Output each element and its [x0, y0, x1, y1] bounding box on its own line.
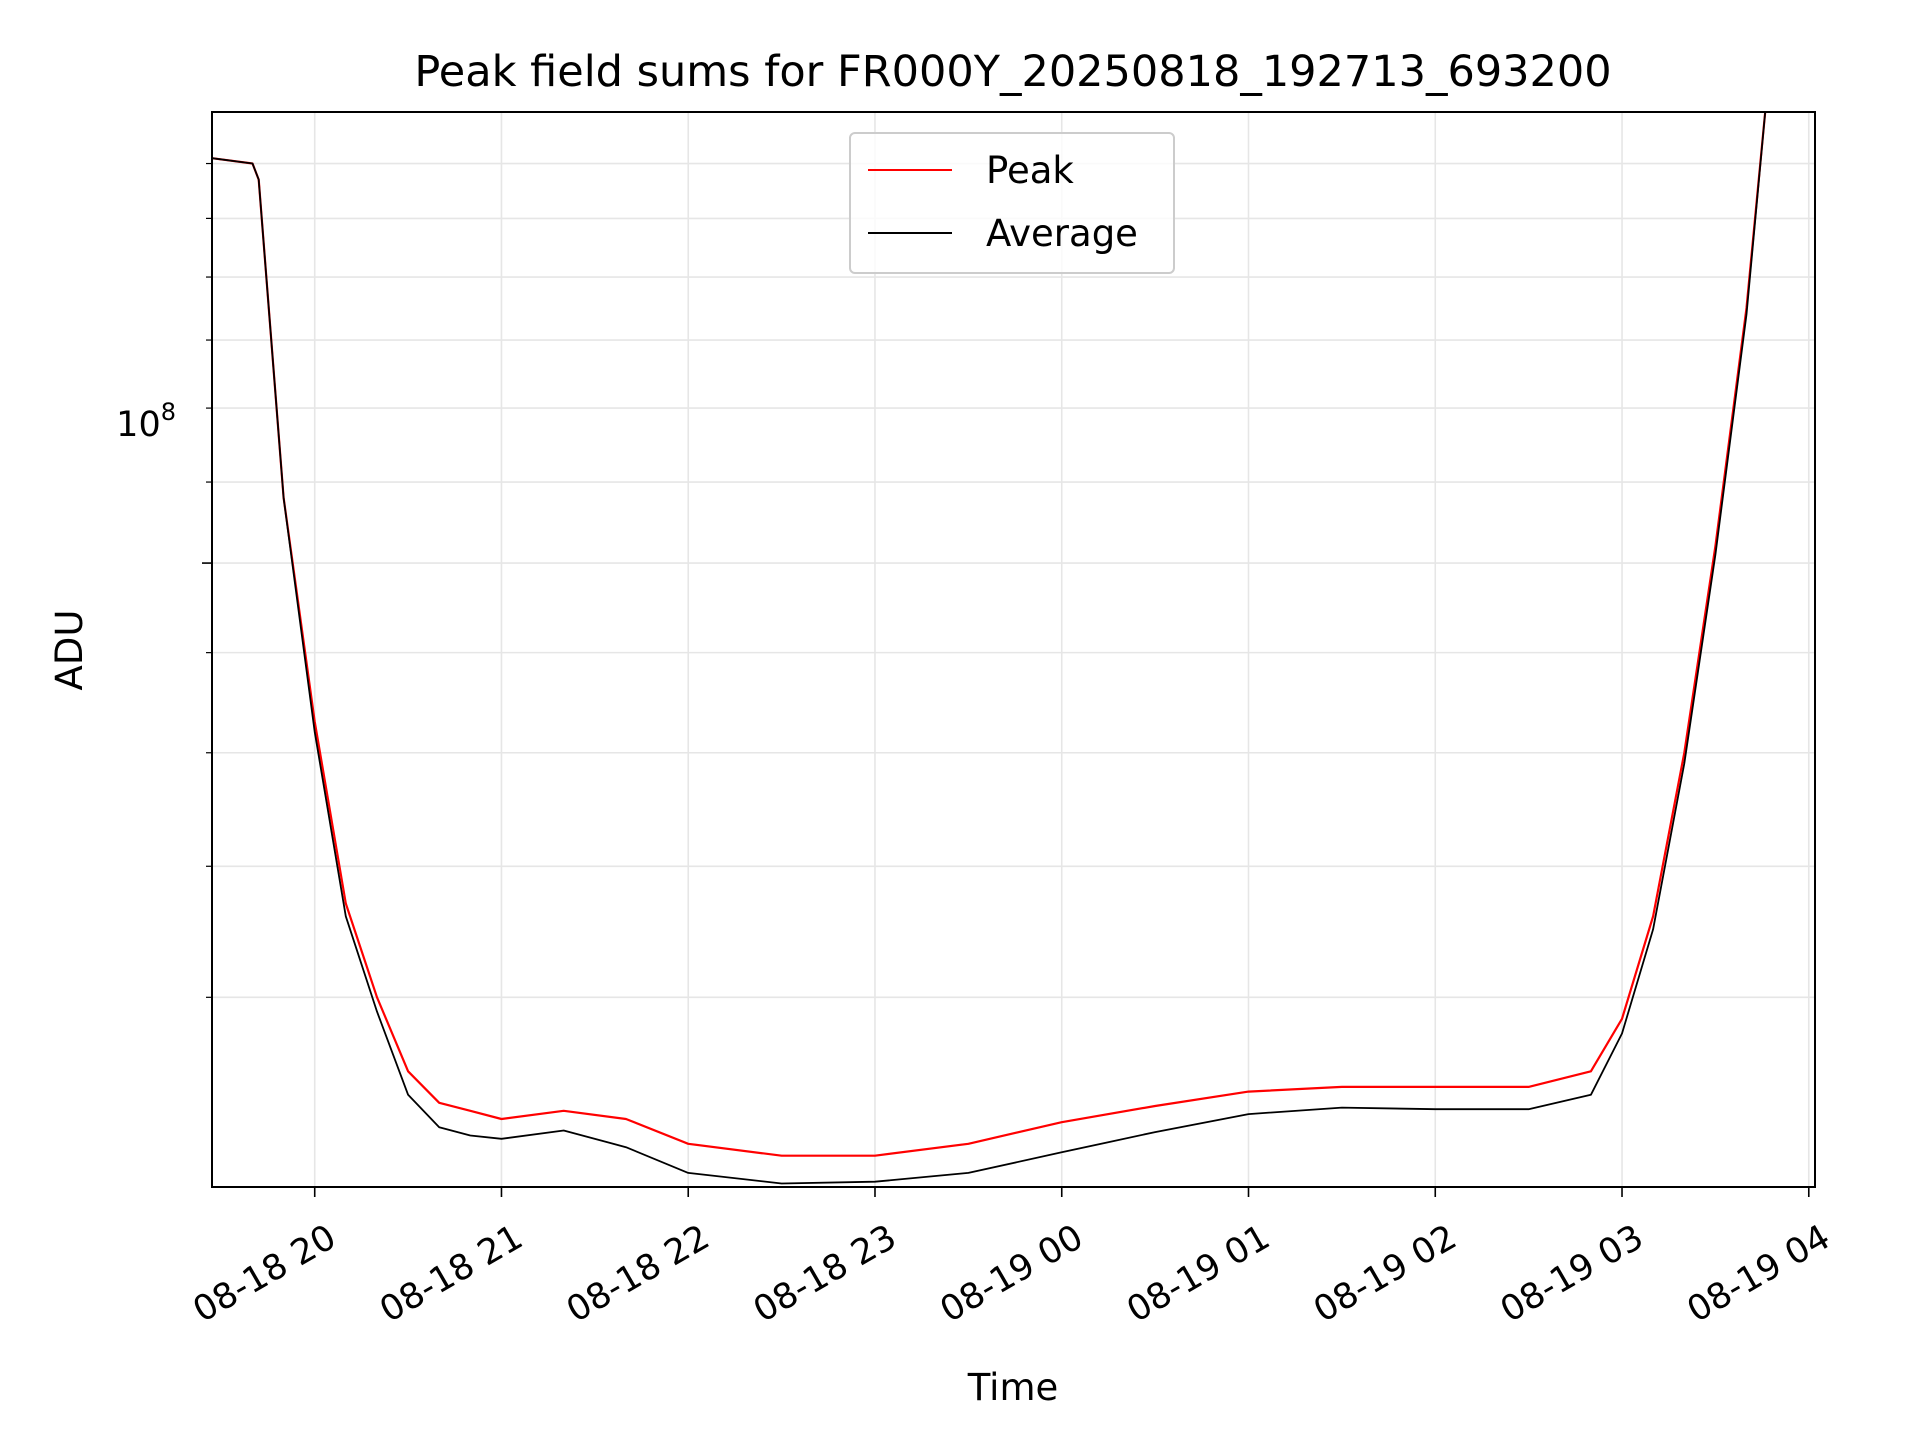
y-axis-label: ADU: [48, 610, 91, 691]
plot-frame: [211, 111, 1816, 1188]
series-line-peak: [212, 112, 1767, 1157]
grid-lines: [212, 112, 1815, 1187]
legend-box: [849, 132, 1175, 274]
y-tick-exponent: 8: [161, 398, 176, 426]
x-axis-label: Time: [967, 1366, 1059, 1409]
y-tick-base: 10: [116, 405, 161, 445]
y-axis: 108: [116, 162, 212, 998]
legend: Peak Average: [849, 132, 1175, 274]
legend-label-average: Average: [986, 212, 1138, 255]
y-tick-label-1e8: 108: [116, 398, 176, 445]
chart-title: Peak field sums for FR000Y_20250818_1927…: [414, 47, 1611, 97]
legend-label-peak: Peak: [986, 149, 1074, 192]
plot-area: [212, 112, 1767, 1185]
series-line-average: [212, 112, 1767, 1185]
